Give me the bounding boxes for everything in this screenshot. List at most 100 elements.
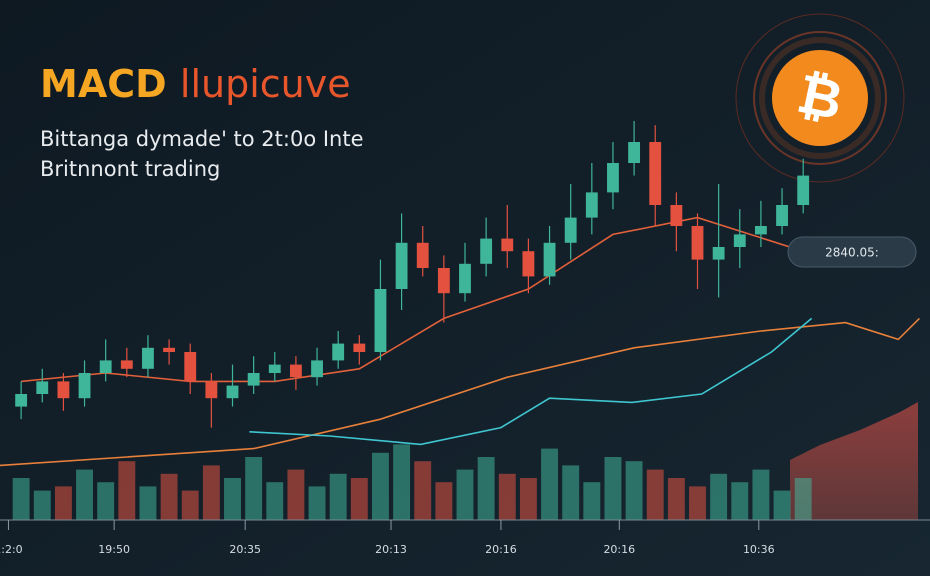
volume-bar (414, 461, 432, 520)
volume-bar (245, 457, 263, 520)
candle-body (268, 364, 281, 373)
candle-body (311, 360, 323, 378)
volume-bar (76, 469, 93, 520)
volume-bar (266, 482, 284, 520)
title-accent: llupicuve (180, 62, 351, 106)
candle-body (205, 381, 218, 399)
candle-body (754, 226, 767, 235)
candle-body (776, 205, 788, 226)
volume-bar (710, 473, 728, 520)
volume-bar (160, 473, 178, 520)
subtitle: Britnnont trading (40, 157, 220, 181)
candle-body (142, 347, 154, 369)
volume-bar (519, 478, 537, 520)
logo-ring (753, 31, 887, 165)
candle-body (247, 373, 260, 386)
candle-body (99, 360, 112, 373)
volume-bar (287, 469, 305, 520)
volume-bar (329, 473, 347, 520)
candle-body (585, 192, 598, 218)
logo-coin (772, 50, 868, 146)
volume-bar (456, 469, 474, 520)
volume-bar (477, 457, 495, 520)
candle-body (437, 268, 450, 294)
candle-body (163, 347, 176, 352)
volume-bar (646, 469, 664, 520)
candle-body (691, 226, 704, 260)
candle-body (184, 352, 197, 382)
price-label: 2840.05: (825, 246, 879, 260)
volume-bar (625, 461, 643, 520)
volume-bar (12, 478, 30, 520)
candle-body (459, 263, 471, 294)
price-badge (787, 236, 917, 268)
plot (0, 121, 920, 520)
volume-bar (667, 478, 685, 520)
x-tick-label: 19:50 (98, 543, 130, 556)
volume-area (790, 402, 918, 520)
candle-body (289, 364, 302, 378)
x-tick-label: 20:13 (375, 543, 407, 556)
volume-bar (54, 486, 72, 520)
candle-body (607, 163, 619, 193)
volume-bar (393, 444, 411, 520)
candle-body (670, 205, 683, 226)
candle-body (628, 142, 641, 163)
candle-body (332, 343, 345, 361)
volume-bar (435, 482, 453, 520)
indicator-line (249, 317, 813, 446)
x-tick-label: 20:35 (229, 543, 261, 556)
x-tick-label: 1:2:0 (0, 543, 23, 556)
chart-title: MACD llupicuve (40, 62, 351, 106)
candle-body (57, 381, 70, 399)
volume-bar (97, 482, 115, 520)
volume-bar (562, 465, 580, 520)
candle-body (120, 360, 133, 369)
candle-body (416, 242, 429, 268)
candle-body (649, 142, 662, 205)
candle-body (395, 242, 408, 289)
x-tick-label: 20:16 (485, 543, 517, 556)
candle-body (797, 175, 810, 205)
volume-bar (498, 473, 516, 520)
candle-body (353, 343, 366, 352)
logo-ring (759, 37, 881, 159)
x-tick-label: 10:36 (743, 543, 775, 556)
candle-body (374, 289, 387, 352)
candle-body (36, 381, 49, 394)
volume-bar (224, 478, 241, 520)
candle-body (522, 251, 535, 277)
volume-bar (139, 486, 157, 520)
volume-bar (689, 486, 706, 520)
candle-body (712, 247, 725, 260)
volume-bar (202, 465, 220, 520)
logo-ring (735, 13, 905, 183)
volume-bar (583, 482, 601, 520)
x-tick-label: 20:16 (603, 543, 635, 556)
volume-bar (33, 490, 51, 520)
candle-body (15, 394, 28, 407)
volume-bar (604, 457, 622, 520)
volume-bar (794, 478, 812, 520)
volume-bar (308, 486, 326, 520)
volume-bar (181, 490, 199, 520)
indicator-line (0, 317, 920, 467)
volume-bar (372, 452, 389, 520)
volume-bar (541, 448, 558, 520)
candle-body (501, 238, 514, 252)
volume-bar (350, 478, 368, 520)
candle-body (543, 242, 556, 277)
candle-body (564, 217, 577, 243)
volume-bar (731, 482, 749, 520)
title-main: MACD (40, 62, 167, 106)
candle-body (733, 234, 746, 247)
volume-bar (752, 469, 770, 520)
volume-bar (118, 461, 136, 520)
candle-body (480, 238, 493, 264)
candle-body (226, 385, 239, 399)
candle-body (78, 373, 91, 399)
logo: ₿ (735, 13, 905, 183)
volume-bar (773, 490, 791, 520)
subtitle: Bittanga dymade' to 2t:0o Inte (40, 127, 364, 151)
